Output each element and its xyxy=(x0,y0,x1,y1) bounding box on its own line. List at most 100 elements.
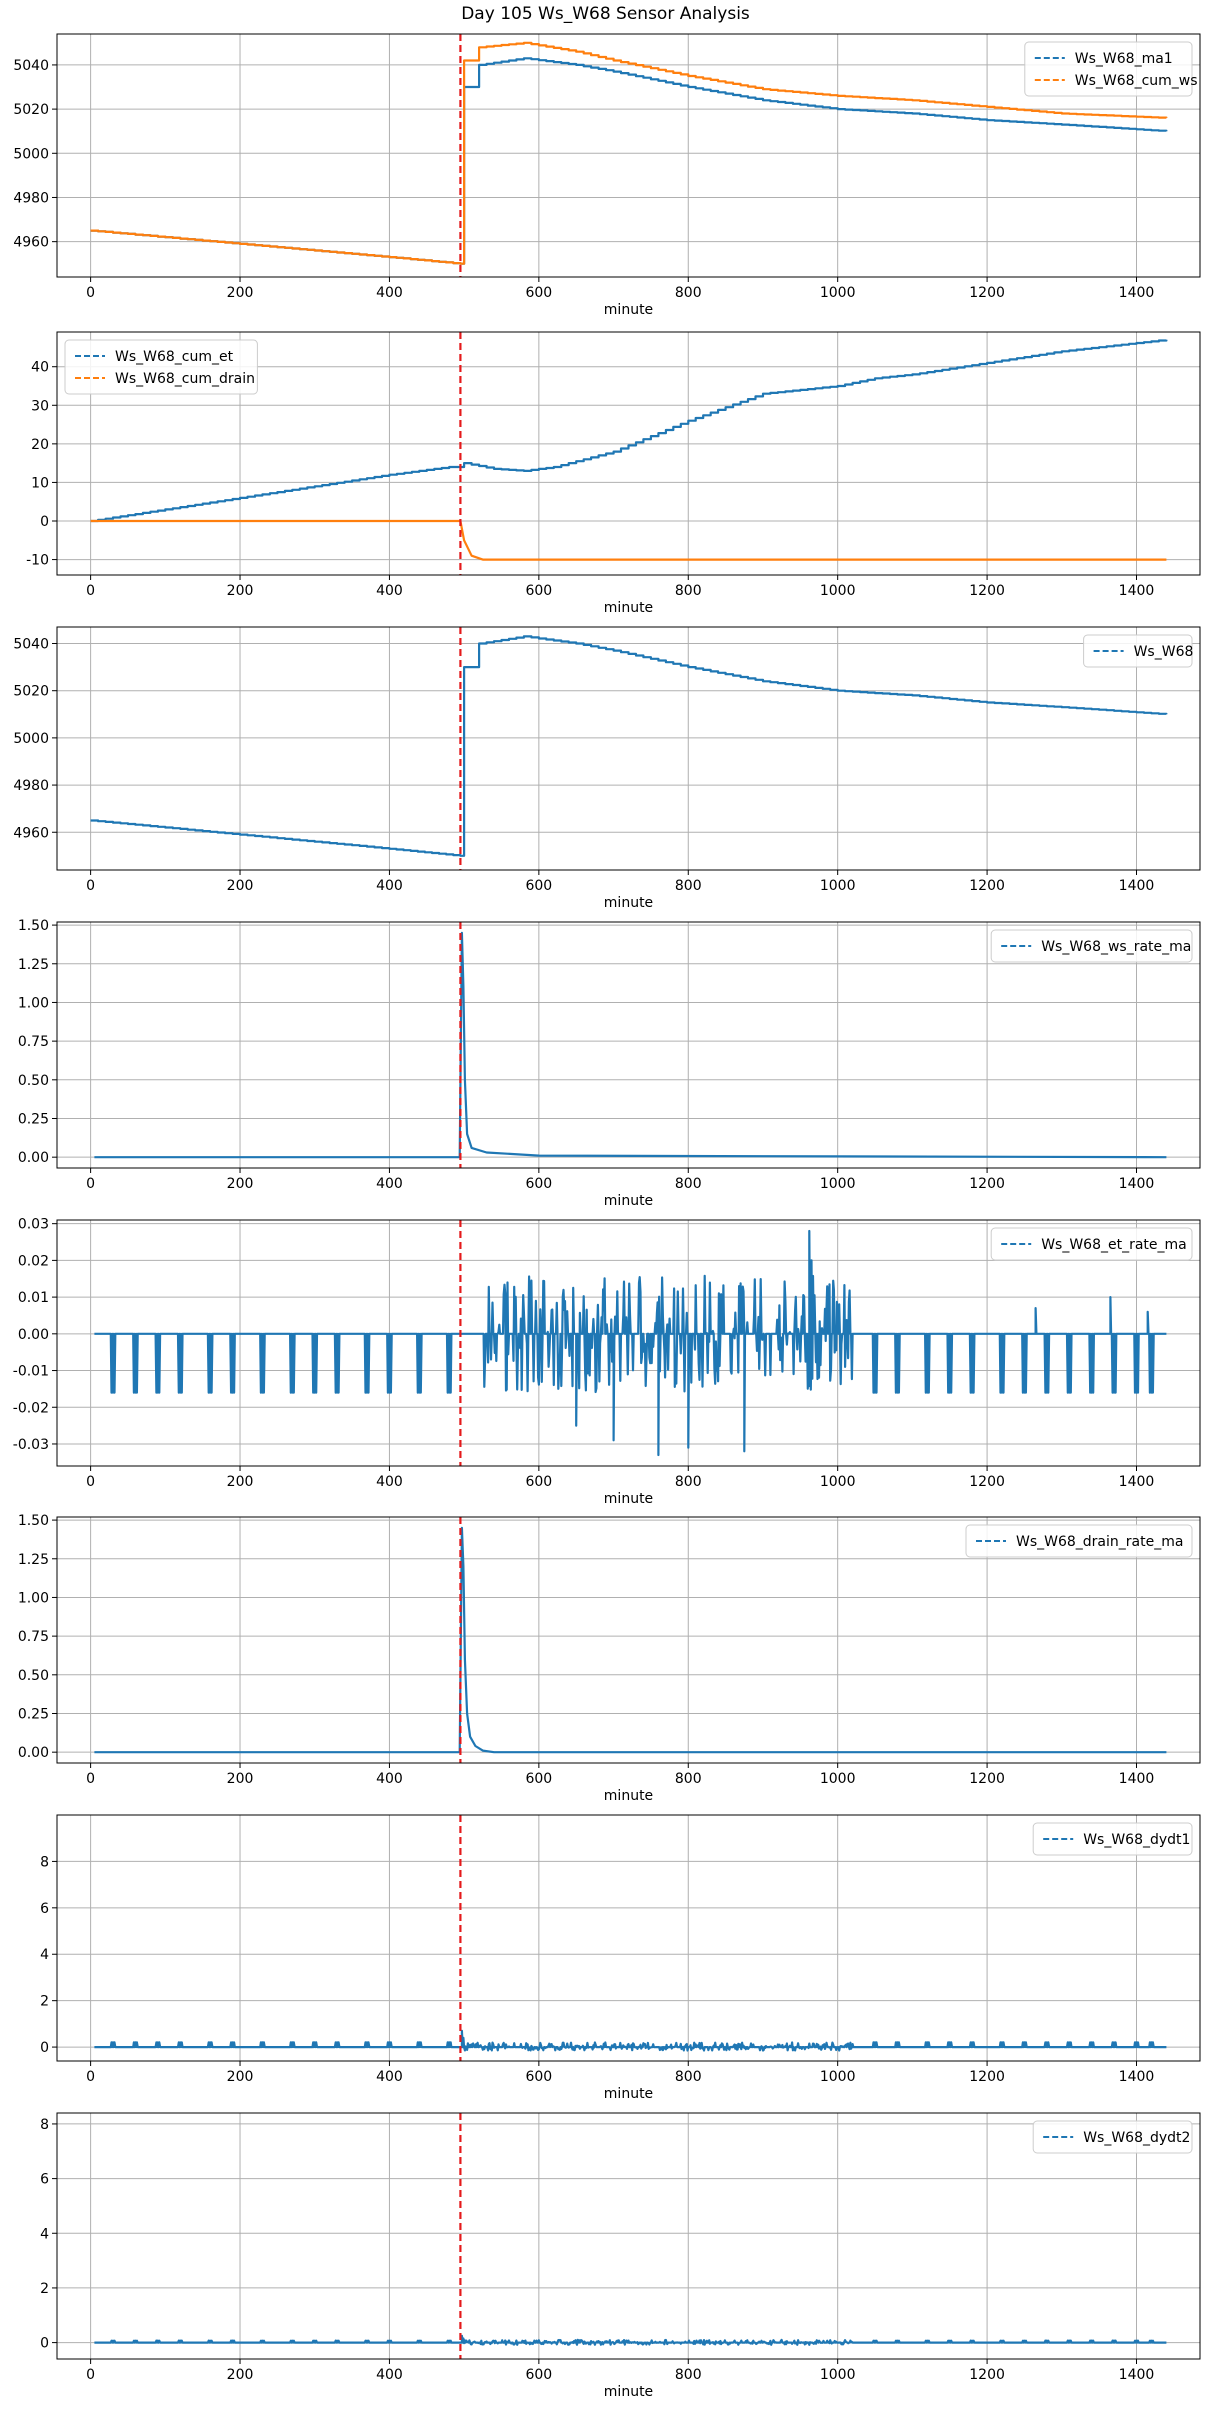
series-line-Ws_W68_ws_rate_ma xyxy=(94,931,1167,1159)
axes-frame xyxy=(56,921,1201,1169)
legend: Ws_W68_dydt1 xyxy=(1032,1822,1193,1856)
x-tick-label: 400 xyxy=(376,1176,403,1192)
x-tick-label: 600 xyxy=(525,1176,552,1192)
subplot-7: 0 200 400 600 800 1000 1200 1400 0 2 4 6 8 minute Ws_W… xyxy=(40,1814,1201,2102)
series-line-Ws_W68_cum_ws xyxy=(90,41,1168,265)
subplot-8: 0 200 400 600 800 1000 1200 1400 0 2 4 6 8 minute Ws_W… xyxy=(40,2112,1201,2400)
y-tick-label: 5000 xyxy=(13,731,49,747)
x-tick-label: 800 xyxy=(675,1176,702,1192)
y-tick-label: 4980 xyxy=(13,190,49,206)
y-tick-label: 20 xyxy=(31,437,49,453)
x-tick-label: 1400 xyxy=(1119,2069,1155,2085)
plot-area xyxy=(90,41,1168,265)
y-tick-label: 0 xyxy=(40,2336,49,2352)
series-line-Ws_W68 xyxy=(90,635,1168,857)
legend-entry: Ws_W68_ma1 xyxy=(1075,51,1173,67)
y-tick-label: 30 xyxy=(31,398,49,414)
x-tick-label: 0 xyxy=(86,285,95,301)
x-tick-label: 200 xyxy=(227,1771,254,1787)
plot-area xyxy=(94,1229,1167,1457)
x-tick-label: 400 xyxy=(376,285,403,301)
y-tick-label: 0.01 xyxy=(18,1290,49,1306)
legend: Ws_W68_ma1 Ws_W68_cum_ws xyxy=(1024,41,1198,97)
axes-frame xyxy=(56,2112,1201,2360)
x-tick-label: 400 xyxy=(376,583,403,599)
subplot-2: 0 200 400 600 800 1000 1200 1400 -10 0 10 20 30 40 min… xyxy=(26,331,1201,616)
x-tick-label: 200 xyxy=(227,1474,254,1490)
y-tick-label: 0.00 xyxy=(18,1745,49,1761)
series-line-Ws_W68_ma1 xyxy=(90,57,1168,265)
x-tick-label: 800 xyxy=(675,2367,702,2383)
x-tick-label: 0 xyxy=(86,1771,95,1787)
y-tick-label: 0 xyxy=(40,514,49,530)
series-line-Ws_W68_drain_rate_ma xyxy=(94,1526,1167,1754)
y-tick-label: -10 xyxy=(26,553,49,569)
x-tick-label: 1000 xyxy=(820,878,856,894)
y-tick-label: 0.75 xyxy=(18,1034,49,1050)
x-tick-label: 600 xyxy=(525,1474,552,1490)
x-axis-label: minute xyxy=(604,600,653,616)
x-axis-label: minute xyxy=(604,2086,653,2102)
x-tick-label: 1200 xyxy=(969,878,1005,894)
x-tick-label: 200 xyxy=(227,2367,254,2383)
subplot-4: 0 200 400 600 800 1000 1200 1400 0.00 0.25 0.50 0.7… xyxy=(18,918,1201,1209)
series-line-Ws_W68_cum_et xyxy=(90,339,1168,523)
x-tick-label: 800 xyxy=(675,878,702,894)
y-tick-label: -0.01 xyxy=(13,1364,49,1380)
y-tick-label: 8 xyxy=(40,2117,49,2133)
x-tick-label: 1200 xyxy=(969,1176,1005,1192)
legend: Ws_W68_cum_et Ws_W68_cum_drain xyxy=(64,339,258,395)
x-tick-label: 1000 xyxy=(820,1474,856,1490)
axes-frame xyxy=(56,1814,1201,2062)
x-tick-label: 800 xyxy=(675,285,702,301)
y-tick-label: 40 xyxy=(31,360,49,376)
x-tick-label: 0 xyxy=(86,1474,95,1490)
x-tick-label: 1000 xyxy=(820,2069,856,2085)
x-tick-label: 200 xyxy=(227,583,254,599)
y-tick-label: 0.03 xyxy=(18,1217,49,1233)
x-tick-label: 600 xyxy=(525,583,552,599)
legend-box xyxy=(64,339,258,395)
x-tick-label: 600 xyxy=(525,2069,552,2085)
legend-entry: Ws_W68 xyxy=(1134,644,1194,660)
y-tick-label: 5040 xyxy=(13,637,49,653)
x-axis-label: minute xyxy=(604,895,653,911)
x-tick-label: 400 xyxy=(376,1474,403,1490)
y-tick-label: 0.50 xyxy=(18,1668,49,1684)
series-line-Ws_W68_dydt1 xyxy=(94,2029,1167,2052)
x-tick-label: 1200 xyxy=(969,583,1005,599)
subplot-1: 0 200 400 600 800 1000 1200 1400 4960 4980 5000 502… xyxy=(13,33,1201,318)
y-tick-label: 4960 xyxy=(13,825,49,841)
axes-frame xyxy=(56,1219,1201,1467)
x-tick-label: 200 xyxy=(227,285,254,301)
y-tick-label: 1.25 xyxy=(18,1552,49,1568)
series-line-Ws_W68_et_rate_ma xyxy=(94,1229,1167,1457)
x-tick-label: 600 xyxy=(525,2367,552,2383)
plot-area xyxy=(94,1526,1167,1754)
y-tick-label: 4960 xyxy=(13,235,49,251)
x-tick-label: 200 xyxy=(227,2069,254,2085)
y-tick-label: 2 xyxy=(40,2281,49,2297)
y-tick-label: 1.25 xyxy=(18,957,49,973)
subplot-5: 0 200 400 600 800 1000 1200 1400 -0.03 -0.02 -0.01… xyxy=(13,1217,1201,1507)
x-tick-label: 0 xyxy=(86,2069,95,2085)
legend-box xyxy=(1083,634,1193,668)
y-tick-label: 0.00 xyxy=(18,1150,49,1166)
figure-title: Day 105 Ws_W68 Sensor Analysis xyxy=(461,4,750,24)
y-tick-label: 1.50 xyxy=(18,1513,49,1529)
x-tick-label: 1400 xyxy=(1119,1176,1155,1192)
axes-frame xyxy=(56,626,1201,871)
y-tick-label: 5000 xyxy=(13,146,49,162)
legend: Ws_W68 xyxy=(1083,634,1194,668)
subplot-3: 0 200 400 600 800 1000 1200 1400 4960 4980 5000 502… xyxy=(13,626,1201,911)
axes-frame xyxy=(56,331,1201,576)
x-tick-label: 800 xyxy=(675,583,702,599)
x-tick-label: 1400 xyxy=(1119,1771,1155,1787)
x-tick-label: 1400 xyxy=(1119,2367,1155,2383)
plot-area xyxy=(94,2029,1167,2052)
legend-entry: Ws_W68_dydt2 xyxy=(1083,2130,1190,2146)
x-axis-label: minute xyxy=(604,1491,653,1507)
x-tick-label: 400 xyxy=(376,878,403,894)
y-tick-label: 4 xyxy=(40,1947,49,1963)
legend-entry: Ws_W68_drain_rate_ma xyxy=(1016,1534,1183,1550)
